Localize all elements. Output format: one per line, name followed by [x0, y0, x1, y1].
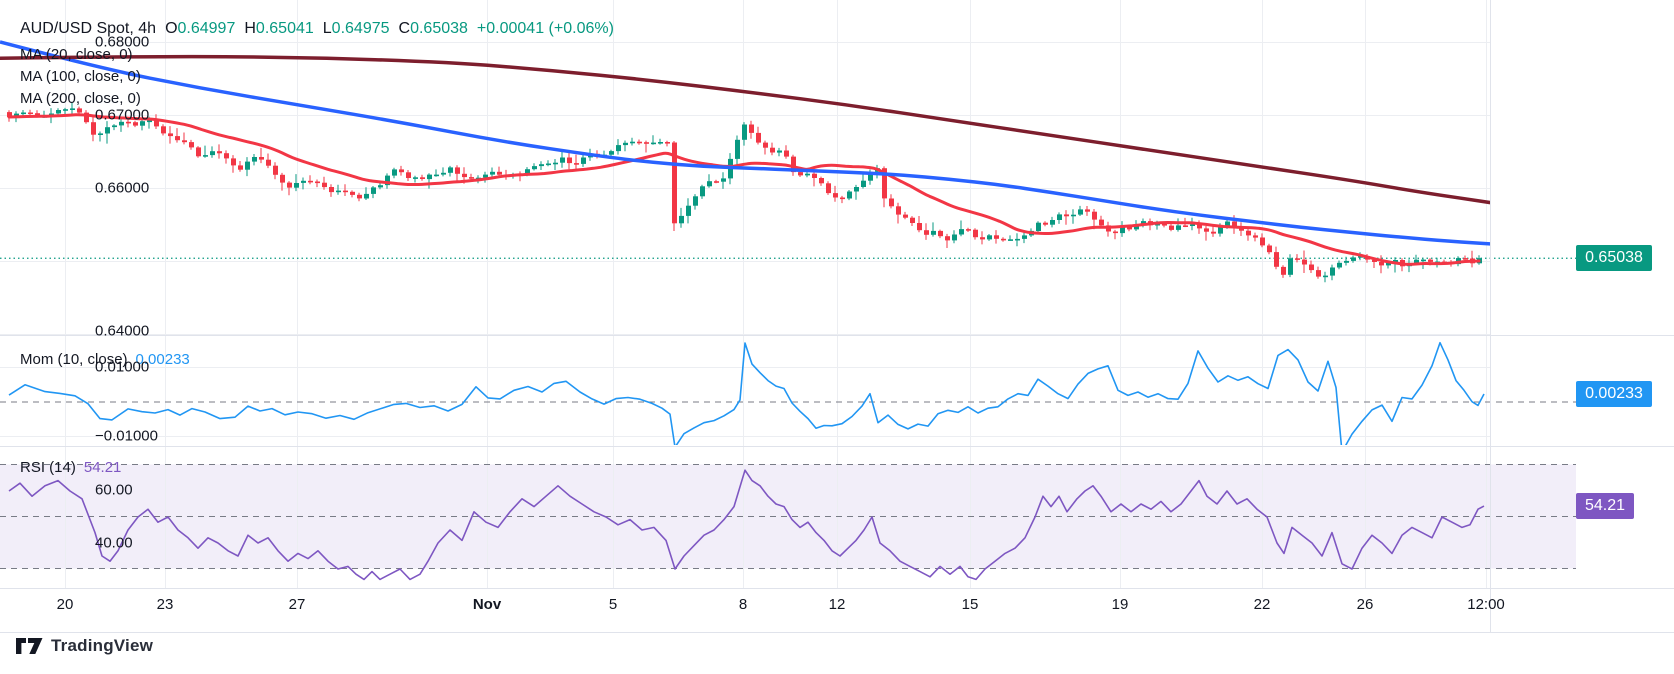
- axis-time-label: 19: [1111, 596, 1129, 613]
- last-price-badge: 0.65038: [1576, 245, 1652, 271]
- ohlc-close: C0.65038: [398, 20, 468, 37]
- tradingview-logo-text: TradingView: [51, 636, 154, 655]
- symbol-title[interactable]: AUD/USD Spot, 4h: [20, 20, 157, 37]
- momentum-label: Mom (10, close): [20, 351, 128, 368]
- rsi-label: RSI (14): [20, 459, 76, 476]
- chart-legend-header[interactable]: AUD/USD Spot, 4h O0.64997 H0.65041 L0.64…: [20, 20, 614, 38]
- axis-time-label: 22: [1253, 596, 1271, 613]
- ohlc-open: O0.64997: [165, 20, 236, 37]
- ohlc-high: H0.65041: [244, 20, 314, 37]
- ma20-legend[interactable]: MA (20, close, 0): [20, 46, 133, 63]
- axis-time-label: 20: [56, 596, 74, 613]
- ma100-legend[interactable]: MA (100, close, 0): [20, 68, 141, 85]
- tradingview-logo-icon: [16, 638, 43, 654]
- axis-time-label: 8: [738, 596, 748, 613]
- axis-time-label: 12:00: [1467, 596, 1505, 613]
- price-axis[interactable]: [1491, 0, 1674, 632]
- axis-price-label: 0.67000: [95, 106, 150, 124]
- axis-time-label: 27: [288, 596, 306, 613]
- rsi-value-badge: 54.21: [1576, 493, 1634, 519]
- axis-price-label: 0.01000: [95, 358, 150, 376]
- axis-time-label: 12: [828, 596, 846, 613]
- momentum-value-badge: 0.00233: [1576, 381, 1652, 407]
- ma200-legend[interactable]: MA (200, close, 0): [20, 90, 141, 107]
- axis-price-label: −0.01000: [95, 427, 158, 445]
- momentum-legend[interactable]: Mom (10, close) 0.00233: [20, 351, 190, 368]
- axis-time-label: 26: [1356, 596, 1374, 613]
- tradingview-logo[interactable]: TradingView: [16, 636, 153, 656]
- momentum-value: 0.00233: [135, 351, 190, 368]
- axis-time-label: 23: [156, 596, 174, 613]
- price-change: +0.00041 (+0.06%): [476, 20, 614, 37]
- axis-price-label: 40.00: [95, 534, 133, 552]
- axis-time-label: 5: [608, 596, 618, 613]
- axis-price-label: 60.00: [95, 481, 133, 499]
- axis-time-label: 15: [961, 596, 979, 613]
- axis-price-label: 0.66000: [95, 179, 150, 197]
- axis-time-label: Nov: [472, 596, 502, 613]
- ohlc-low: L0.64975: [322, 20, 390, 37]
- rsi-legend[interactable]: RSI (14) 54.21: [20, 459, 121, 476]
- axis-price-label: 0.64000: [95, 322, 150, 340]
- rsi-value: 54.21: [83, 459, 122, 476]
- axis-price-label: 0.68000: [95, 33, 150, 51]
